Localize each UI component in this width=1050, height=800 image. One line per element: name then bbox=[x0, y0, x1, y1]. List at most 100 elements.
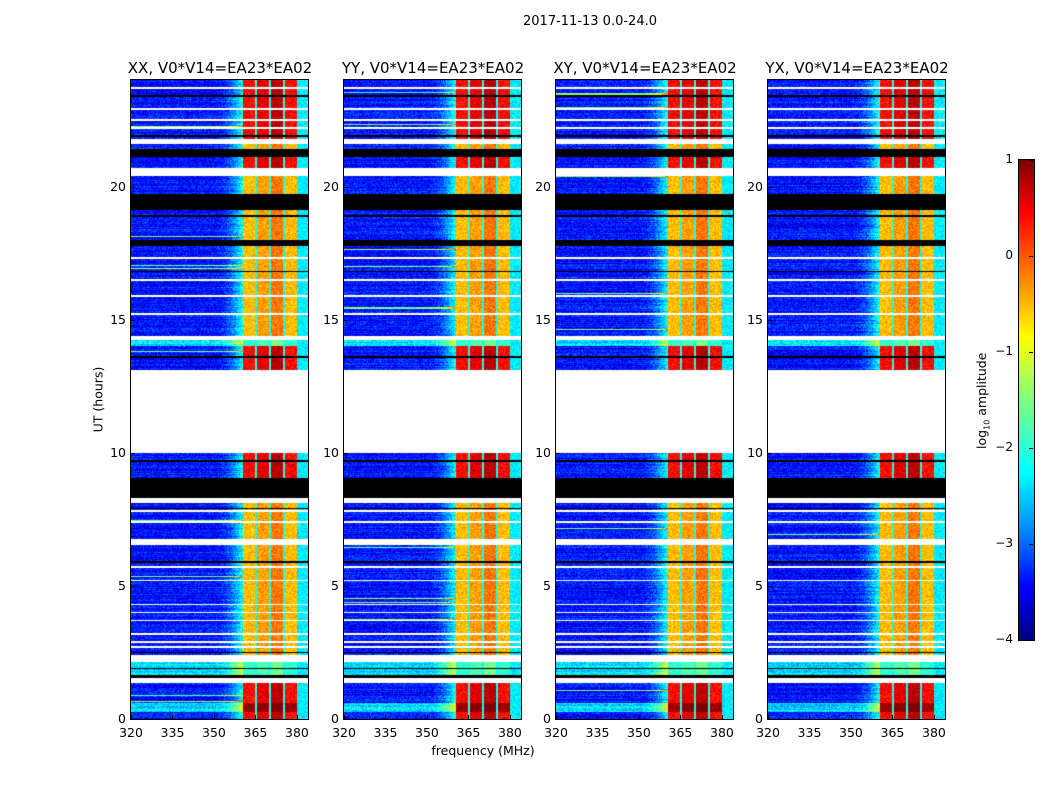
y-tick-mark bbox=[131, 452, 135, 454]
x-tick-mark bbox=[597, 715, 599, 719]
x-tick-label: 365 bbox=[668, 725, 693, 740]
y-tick-label: 10 bbox=[110, 444, 126, 460]
y-tick-label: 10 bbox=[535, 444, 551, 460]
panel-title: XY, V0*V14=EA23*EA02 bbox=[553, 59, 737, 77]
panel-title: YX, V0*V14=EA23*EA02 bbox=[765, 59, 949, 77]
y-tick-label: 15 bbox=[323, 311, 339, 327]
x-tick-label: 380 bbox=[922, 725, 946, 740]
spectrogram-panel bbox=[555, 79, 734, 720]
x-tick-label: 320 bbox=[544, 725, 568, 740]
y-tick-label: 0 bbox=[118, 711, 126, 726]
y-tick-label: 20 bbox=[323, 178, 339, 194]
colorbar-tick-label: −4 bbox=[995, 632, 1013, 646]
colorbar-tick-mark bbox=[1029, 448, 1033, 449]
y-tick-label: 15 bbox=[747, 311, 763, 327]
x-tick-label: 365 bbox=[880, 725, 905, 740]
x-tick-label: 380 bbox=[498, 725, 522, 740]
colorbar-tick-mark bbox=[1029, 640, 1033, 641]
y-tick-label: 5 bbox=[755, 577, 763, 593]
x-tick-label: 365 bbox=[456, 725, 481, 740]
y-tick-label: 20 bbox=[110, 178, 126, 194]
colorbar-tick-mark bbox=[1029, 352, 1033, 353]
colorbar-tick-label: 0 bbox=[1005, 248, 1013, 262]
x-tick-mark bbox=[344, 715, 345, 719]
y-tick-label: 5 bbox=[543, 577, 551, 593]
x-tick-label: 350 bbox=[627, 725, 651, 740]
x-tick-label: 335 bbox=[585, 725, 610, 740]
x-tick-mark bbox=[809, 715, 811, 719]
colorbar-label: log10 amplitude bbox=[974, 348, 992, 453]
y-tick-label: 20 bbox=[535, 178, 551, 194]
x-tick-label: 335 bbox=[160, 725, 185, 740]
x-tick-mark bbox=[385, 715, 387, 719]
x-tick-mark bbox=[426, 715, 428, 719]
y-tick-mark bbox=[768, 319, 772, 321]
y-tick-label: 20 bbox=[747, 178, 763, 194]
y-tick-mark bbox=[768, 719, 772, 720]
colorbar bbox=[1018, 159, 1035, 641]
colorbar-tick-label: −2 bbox=[995, 440, 1013, 454]
x-tick-label: 320 bbox=[119, 725, 143, 740]
x-tick-mark bbox=[131, 715, 132, 719]
y-tick-label: 0 bbox=[543, 711, 551, 726]
x-tick-mark bbox=[933, 715, 935, 719]
x-tick-label: 350 bbox=[415, 725, 439, 740]
y-tick-label: 10 bbox=[323, 444, 339, 460]
y-axis-label: UT (hours) bbox=[90, 366, 106, 433]
x-tick-label: 335 bbox=[797, 725, 822, 740]
x-tick-mark bbox=[721, 715, 723, 719]
y-tick-mark bbox=[131, 186, 135, 188]
x-tick-mark bbox=[296, 715, 298, 719]
x-tick-mark bbox=[768, 715, 769, 719]
colorbar-tick-label: 1 bbox=[1005, 152, 1013, 166]
y-tick-mark bbox=[344, 319, 348, 321]
x-tick-mark bbox=[255, 715, 257, 719]
x-tick-label: 365 bbox=[243, 725, 268, 740]
y-tick-label: 0 bbox=[755, 711, 763, 726]
figure-title: 2017-11-13 0.0-24.0 bbox=[523, 14, 657, 29]
y-tick-mark bbox=[344, 452, 348, 454]
colorbar-label-sub: 10 bbox=[982, 419, 992, 430]
y-tick-label: 5 bbox=[118, 577, 126, 593]
x-tick-label: 320 bbox=[332, 725, 356, 740]
x-tick-label: 380 bbox=[285, 725, 309, 740]
x-tick-mark bbox=[172, 715, 174, 719]
x-tick-mark bbox=[892, 715, 894, 719]
y-tick-mark bbox=[556, 319, 560, 321]
colorbar-label-suffix: amplitude bbox=[973, 352, 989, 420]
y-tick-label: 5 bbox=[331, 577, 339, 593]
spectrogram-panel bbox=[343, 79, 522, 720]
x-tick-label: 335 bbox=[373, 725, 398, 740]
y-tick-mark bbox=[131, 719, 135, 720]
colorbar-label-prefix: log bbox=[973, 429, 989, 449]
x-tick-mark bbox=[638, 715, 640, 719]
y-tick-mark bbox=[556, 719, 560, 720]
colorbar-tick-mark bbox=[1029, 256, 1033, 257]
x-tick-mark bbox=[213, 715, 215, 719]
colorbar-tick-label: −3 bbox=[995, 536, 1013, 550]
x-tick-label: 350 bbox=[839, 725, 863, 740]
panel-title: XX, V0*V14=EA23*EA02 bbox=[127, 59, 313, 77]
y-tick-mark bbox=[344, 186, 348, 188]
y-tick-mark bbox=[556, 585, 560, 587]
y-tick-mark bbox=[131, 585, 135, 587]
x-tick-mark bbox=[468, 715, 470, 719]
x-tick-mark bbox=[680, 715, 682, 719]
y-tick-mark bbox=[344, 585, 348, 587]
heatmap-image bbox=[344, 80, 521, 719]
y-tick-mark bbox=[131, 319, 135, 321]
panel-title: YY, V0*V14=EA23*EA02 bbox=[341, 59, 525, 77]
colorbar-tick-mark bbox=[1029, 160, 1033, 161]
x-tick-mark bbox=[509, 715, 511, 719]
y-tick-label: 15 bbox=[535, 311, 551, 327]
x-tick-mark bbox=[850, 715, 852, 719]
x-tick-label: 350 bbox=[202, 725, 226, 740]
x-axis-label: frequency (MHz) bbox=[431, 743, 535, 758]
spectrogram-panel bbox=[130, 79, 309, 720]
y-tick-mark bbox=[768, 186, 772, 188]
y-tick-label: 0 bbox=[331, 711, 339, 726]
colorbar-tick-mark bbox=[1029, 544, 1033, 545]
heatmap-image bbox=[768, 80, 945, 719]
colorbar-tick-label: −1 bbox=[995, 344, 1013, 358]
y-tick-mark bbox=[556, 452, 560, 454]
